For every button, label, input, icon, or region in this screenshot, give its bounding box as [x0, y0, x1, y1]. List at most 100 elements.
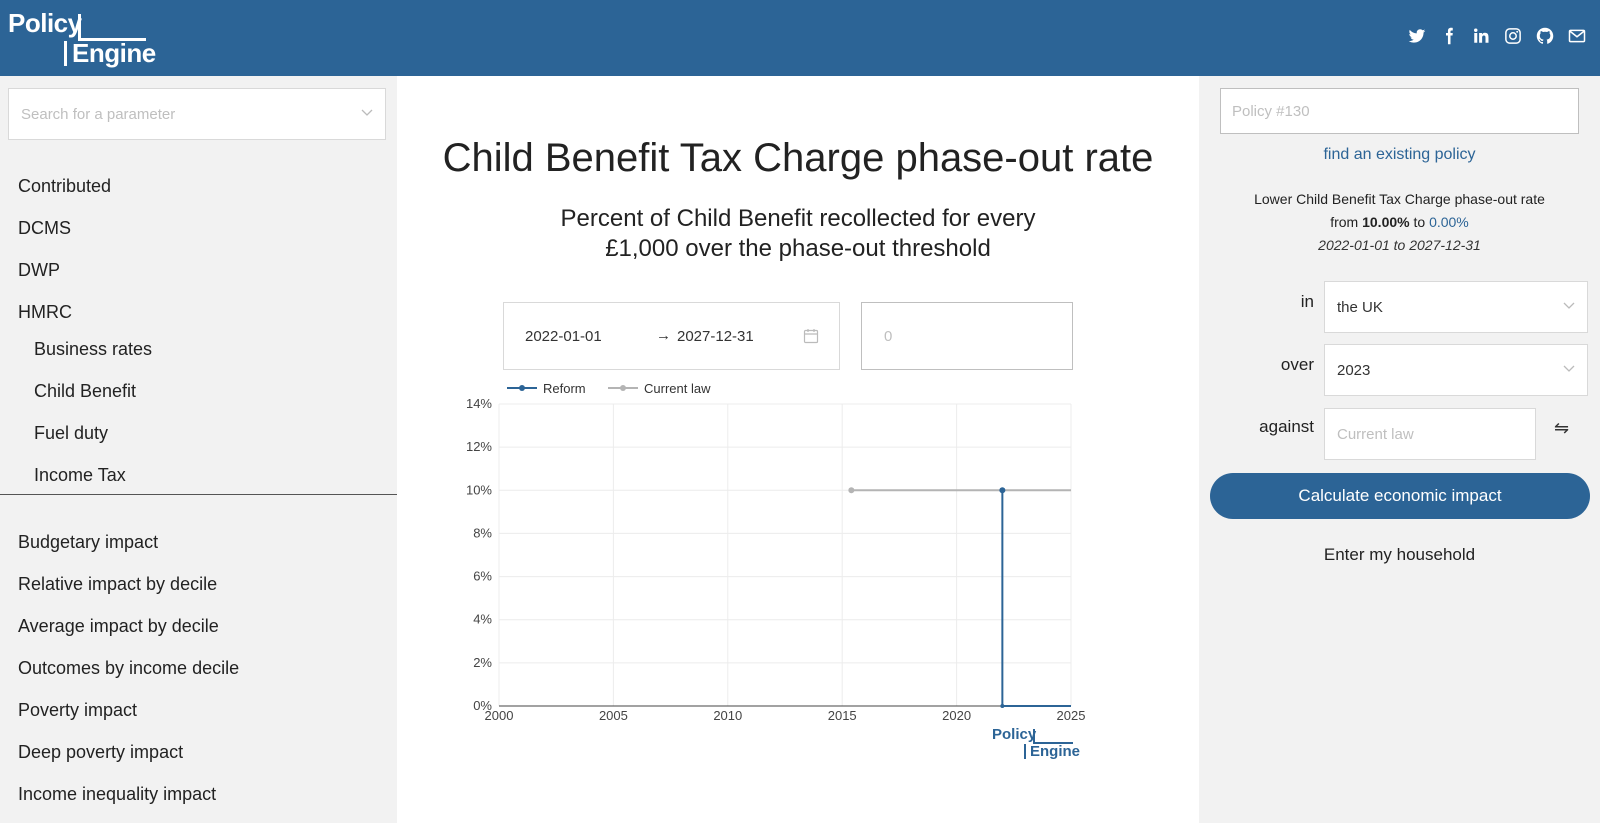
instagram-icon[interactable] — [1504, 27, 1522, 45]
chevron-down-icon — [1563, 302, 1575, 309]
series-marker — [848, 487, 855, 494]
tree-item-child-benefit[interactable]: Child Benefit — [34, 381, 137, 401]
label-against: against — [1259, 417, 1314, 436]
baseline-policy-input[interactable]: Current law — [1324, 408, 1536, 460]
year-select[interactable]: 2023 — [1324, 344, 1588, 396]
parameter-title: Child Benefit Tax Charge phase-out rate — [442, 136, 1154, 180]
description-line-2: £1,000 over the phase-out threshold — [605, 235, 991, 262]
watermark-word-engine: Engine — [1030, 743, 1081, 760]
y-tick-label: 8% — [473, 525, 492, 540]
right-panel: Policy #130 find an existing policy Lowe… — [1199, 76, 1600, 823]
output-deep-poverty-impact[interactable]: Deep poverty impact — [18, 742, 184, 762]
calculate-economic-impact-button[interactable]: Calculate economic impact — [1210, 473, 1590, 519]
tree-item-fuel-duty[interactable]: Fuel duty — [34, 423, 109, 443]
series-marker — [1000, 704, 1005, 708]
enter-my-household-link[interactable]: Enter my household — [1323, 545, 1476, 564]
y-tick-label: 12% — [466, 439, 492, 454]
summary-new-value: 0.00% — [1429, 214, 1469, 230]
baseline-placeholder: Current law — [1337, 426, 1414, 443]
y-tick-label: 10% — [466, 482, 492, 497]
watermark-word-policy: Policy — [992, 726, 1037, 743]
y-tick-label: 6% — [473, 569, 492, 584]
legend-label: Current law — [644, 381, 711, 396]
parameter-value-input[interactable]: 0 — [861, 302, 1073, 370]
x-tick-label: 2025 — [1057, 708, 1086, 723]
search-placeholder: Search for a parameter — [21, 106, 176, 123]
linkedin-icon[interactable] — [1472, 27, 1490, 45]
legend-swatch-marker — [519, 385, 525, 391]
legend-swatch-marker — [620, 385, 626, 391]
tree-item-contributed[interactable]: Contributed — [18, 176, 112, 196]
y-tick-label: 14% — [466, 396, 492, 411]
date-range-picker[interactable]: 2022-01-01 → 2027-12-31 — [503, 302, 840, 370]
policy-summary: Lower Child Benefit Tax Charge phase-out… — [1199, 188, 1600, 257]
social-links — [1408, 27, 1586, 45]
output-average-impact-by-decile[interactable]: Average impact by decile — [18, 616, 219, 636]
summary-change: from 10.00% to 0.00% — [1199, 211, 1600, 234]
y-tick-label: 2% — [473, 655, 492, 670]
x-tick-label: 2000 — [485, 708, 514, 723]
chevron-down-icon — [1563, 365, 1575, 372]
swap-icon[interactable]: ⇋ — [1554, 418, 1570, 438]
logo-line — [64, 41, 67, 66]
logo-word-policy: Policy — [8, 8, 82, 38]
region-select[interactable]: the UK — [1324, 281, 1588, 333]
policy-placeholder: Policy #130 — [1232, 103, 1310, 120]
watermark-line — [1033, 729, 1035, 744]
x-tick-label: 2015 — [828, 708, 857, 723]
watermark-line — [1024, 744, 1026, 759]
left-sidebar: Search for a parameter Contributed DCMS … — [0, 76, 397, 823]
sidebar-divider — [0, 494, 397, 495]
tree-item-hmrc[interactable]: HMRC — [18, 302, 72, 322]
calendar-icon — [803, 329, 819, 344]
series-marker — [999, 487, 1006, 494]
top-header: Policy Engine — [0, 0, 1600, 76]
logo-word-engine: Engine — [72, 38, 156, 68]
policy-search-input[interactable]: Policy #130 — [1220, 88, 1579, 134]
description-line-1: Percent of Child Benefit recollected for… — [560, 205, 1036, 232]
x-tick-label: 2005 — [599, 708, 628, 723]
summary-line: Lower Child Benefit Tax Charge phase-out… — [1254, 191, 1545, 207]
x-tick-label: 2010 — [713, 708, 742, 723]
parameter-tree: Contributed DCMS DWP HMRC Business rates… — [0, 172, 397, 494]
region-value: the UK — [1337, 299, 1383, 316]
output-outcomes-by-income-decile[interactable]: Outcomes by income decile — [18, 658, 240, 678]
mail-icon[interactable] — [1568, 27, 1586, 45]
summary-from: from — [1330, 214, 1359, 230]
logo-line — [78, 14, 81, 41]
tree-item-business-rates[interactable]: Business rates — [34, 339, 153, 359]
github-icon[interactable] — [1536, 27, 1554, 45]
logo-line — [78, 38, 146, 41]
tree-item-dwp[interactable]: DWP — [18, 260, 60, 280]
value-placeholder: 0 — [884, 328, 893, 345]
output-budgetary-impact[interactable]: Budgetary impact — [18, 532, 159, 552]
parameter-search-select[interactable]: Search for a parameter — [8, 88, 386, 140]
tree-item-income-tax[interactable]: Income Tax — [34, 465, 126, 485]
series-line-reform — [1001, 490, 1071, 707]
policyengine-logo[interactable]: Policy Engine — [8, 8, 156, 70]
y-tick-label: 4% — [473, 612, 492, 627]
find-existing-policy-link[interactable]: find an existing policy — [1323, 146, 1476, 163]
legend-label: Reform — [543, 381, 586, 396]
watermark-line — [1033, 742, 1073, 744]
x-tick-label: 2020 — [942, 708, 971, 723]
output-relative-impact-by-decile[interactable]: Relative impact by decile — [18, 574, 218, 594]
parameter-chart: 2000 2005 2010 2015 2020 2025 0% 2% 4% 6% 8% 10% 12%… — [466, 381, 1086, 723]
chart-watermark-logo: Policy Engine — [992, 726, 1082, 766]
summary-old-value: 10.00% — [1362, 214, 1410, 230]
tree-item-dcms[interactable]: DCMS — [18, 218, 71, 238]
label-over: over — [1280, 355, 1314, 374]
label-in: in — [1300, 292, 1314, 311]
facebook-icon[interactable] — [1440, 27, 1458, 45]
chevron-down-icon — [361, 109, 373, 116]
date-start[interactable]: 2022-01-01 — [525, 328, 602, 345]
date-end[interactable]: 2027-12-31 — [677, 328, 754, 345]
parameter-description: Percent of Child Benefit recollected for… — [498, 204, 1098, 264]
summary-to: to — [1413, 214, 1426, 230]
arrow-right-icon: → — [656, 327, 671, 344]
summary-dates: 2022-01-01 to 2027-12-31 — [1318, 237, 1481, 253]
output-income-inequality-impact[interactable]: Income inequality impact — [18, 784, 217, 804]
output-poverty-impact[interactable]: Poverty impact — [18, 700, 138, 720]
year-value: 2023 — [1337, 362, 1371, 379]
twitter-icon[interactable] — [1408, 27, 1426, 45]
